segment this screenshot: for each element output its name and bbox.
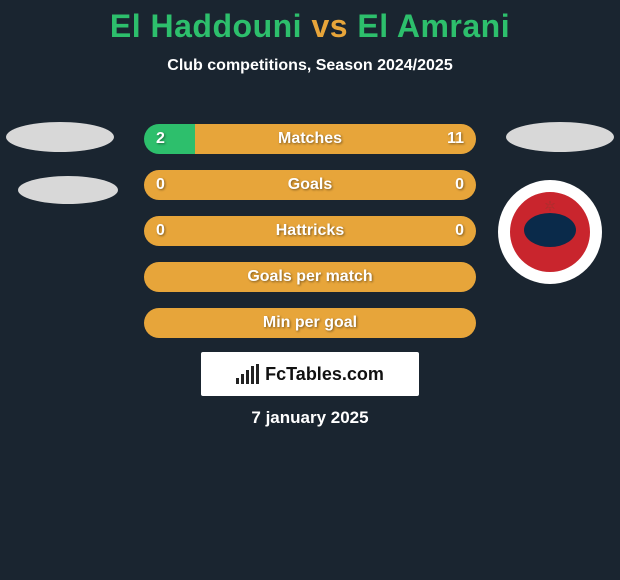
player1-club-placeholder: [18, 176, 118, 204]
stat-fill-left: [144, 124, 195, 154]
stat-fill-right: [195, 124, 476, 154]
stat-rows: Matches211 Goals00 Hattricks00 Goals per ma…: [144, 124, 476, 354]
stat-row: Goals00: [144, 170, 476, 200]
player1-photo-placeholder: [6, 122, 114, 152]
player1-name: El Haddouni: [110, 8, 302, 44]
stat-fill-right: [144, 262, 476, 292]
stat-fill-right: [144, 216, 476, 246]
brand-box[interactable]: FcTables.com: [201, 352, 419, 396]
brand-text: FcTables.com: [265, 364, 384, 385]
stat-row: Min per goal: [144, 308, 476, 338]
stat-row: Hattricks00: [144, 216, 476, 246]
subtitle: Club competitions, Season 2024/2025: [0, 57, 620, 75]
stat-fill-right: [144, 308, 476, 338]
page-title: El Haddouni vs El Amrani: [0, 0, 620, 45]
date-text: 7 january 2025: [0, 408, 620, 428]
stat-row: Goals per match: [144, 262, 476, 292]
stat-row: Matches211: [144, 124, 476, 154]
club-badge-inner: [508, 190, 592, 274]
vs-text: vs: [311, 8, 348, 44]
player2-club-badge: [498, 180, 602, 284]
stat-fill-right: [144, 170, 476, 200]
player2-photo-placeholder: [506, 122, 614, 152]
brand-bars-icon: [236, 364, 259, 384]
player2-name: El Amrani: [357, 8, 510, 44]
